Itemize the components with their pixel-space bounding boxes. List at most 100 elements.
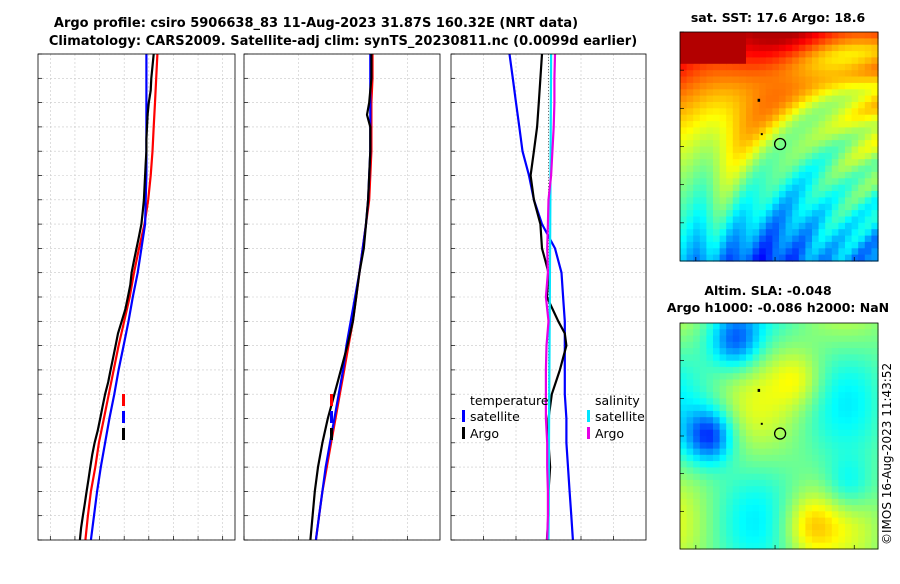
- map-cell: [851, 203, 859, 211]
- map-cell: [719, 82, 727, 90]
- map-cell: [779, 323, 787, 330]
- map-cell: [864, 197, 872, 205]
- map-cell: [680, 76, 688, 84]
- map-cell: [792, 429, 800, 437]
- map-cell: [699, 89, 707, 97]
- map-cell: [825, 133, 833, 141]
- map-cell: [772, 38, 780, 46]
- map-cell: [792, 417, 800, 425]
- map-cell: [713, 335, 721, 343]
- map-cell: [752, 467, 760, 475]
- map-cell: [812, 229, 820, 237]
- map-cell: [845, 517, 853, 525]
- map-cell: [719, 95, 727, 103]
- map-cell: [719, 360, 727, 368]
- map-cell: [693, 486, 701, 494]
- map-cell: [719, 63, 727, 71]
- map-cell: [719, 417, 727, 425]
- map-cell: [864, 329, 872, 337]
- map-cell: [772, 536, 780, 544]
- map-cell: [785, 467, 793, 475]
- map-cell: [713, 235, 721, 243]
- map-cell: [752, 114, 760, 122]
- map-cell: [732, 505, 740, 512]
- map-cell: [798, 229, 806, 237]
- map-cell: [871, 379, 879, 387]
- map-cell: [699, 341, 707, 349]
- map-cell: [858, 454, 866, 462]
- map-cell: [805, 108, 813, 116]
- map-cell: [831, 222, 839, 230]
- map-cell: [779, 102, 787, 109]
- map-cell: [812, 398, 820, 406]
- map-cell: [798, 448, 806, 456]
- map-cell: [831, 32, 839, 39]
- map-cell: [772, 417, 780, 425]
- map-cell: [719, 171, 727, 179]
- map-cell: [752, 82, 760, 90]
- map-cell: [732, 140, 740, 148]
- map-cell: [845, 184, 853, 192]
- map-cell: [871, 398, 879, 406]
- map-cell: [779, 76, 787, 84]
- map-cell: [825, 95, 833, 103]
- map-cell: [825, 102, 833, 109]
- map-cell: [858, 63, 866, 71]
- map-cell: [699, 423, 707, 431]
- map-cell: [779, 89, 787, 97]
- map-cell: [713, 102, 721, 109]
- map-cell: [779, 360, 787, 368]
- map-cell: [732, 248, 740, 256]
- map-cell: [845, 57, 853, 65]
- map-cell: [831, 360, 839, 368]
- map-cell: [779, 461, 787, 468]
- map-cell: [739, 57, 747, 65]
- map-cell: [719, 178, 727, 186]
- map-cell: [825, 530, 833, 538]
- map-cell: [765, 492, 773, 500]
- map-cell: [805, 436, 813, 443]
- map-cell: [706, 454, 714, 462]
- map-cell: [805, 114, 813, 122]
- map-cell: [871, 248, 879, 256]
- map-cell: [772, 498, 780, 506]
- argo-location-marker: [773, 427, 787, 440]
- map-cell: [858, 323, 866, 330]
- map-cell: [746, 366, 754, 374]
- map-cell: [726, 436, 734, 443]
- map-cell: [706, 32, 714, 39]
- map-cell: [818, 133, 826, 141]
- map-cell: [871, 436, 879, 443]
- map-cell: [851, 517, 859, 525]
- map-cell: [779, 392, 787, 399]
- map-cell: [686, 178, 694, 186]
- map-cell: [812, 102, 820, 109]
- map-cell: [792, 479, 800, 487]
- map-cell: [759, 82, 767, 90]
- map-cell: [759, 530, 767, 538]
- map-cell: [719, 102, 727, 109]
- map-cell: [713, 222, 721, 230]
- map-cell: [825, 248, 833, 256]
- map-cell: [699, 197, 707, 205]
- map-cell: [680, 448, 688, 456]
- map-cell: [798, 410, 806, 418]
- map-cell: [746, 51, 754, 59]
- map-cell: [858, 523, 866, 531]
- map-cell: [798, 505, 806, 512]
- map-cell: [693, 248, 701, 256]
- map-cell: [845, 121, 853, 129]
- map-cell: [871, 216, 879, 224]
- map-cell: [759, 511, 767, 519]
- map-cell: [798, 210, 806, 218]
- map-cell: [838, 222, 846, 230]
- map-cell: [818, 159, 826, 167]
- map-cell: [818, 152, 826, 160]
- map-cell: [699, 133, 707, 141]
- map-cell: [858, 108, 866, 116]
- map-cell: [693, 498, 701, 506]
- map-cell: [864, 348, 872, 355]
- map-cell: [825, 423, 833, 431]
- map-cell: [772, 479, 780, 487]
- map-cell: [845, 171, 853, 179]
